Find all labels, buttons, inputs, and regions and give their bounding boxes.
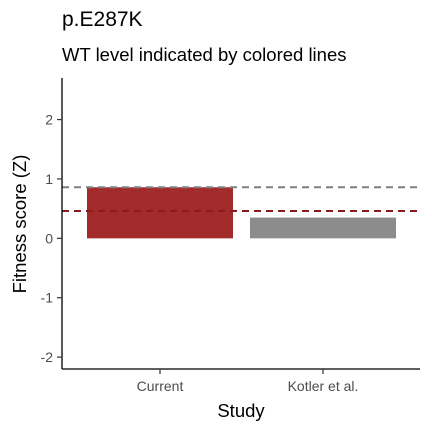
y-tick-label: 0 [45, 230, 53, 246]
chart-subtitle: WT level indicated by colored lines [62, 44, 347, 65]
bars-layer [87, 187, 396, 239]
y-tick-label: -2 [41, 349, 54, 365]
y-axis-title: Fitness score (Z) [9, 155, 30, 294]
x-tick-label: Current [137, 378, 184, 394]
x-ticks-layer: Current Kotler et al. [137, 369, 359, 394]
bar-kotler-et-al [250, 217, 396, 239]
y-tick-label: 1 [45, 171, 53, 187]
axes-layer [61, 78, 420, 370]
y-tick-label: 2 [45, 112, 53, 128]
chart-title: p.E287K [62, 8, 143, 31]
x-tick-label: Kotler et al. [288, 378, 359, 394]
y-ticks-layer: -2 -1 0 1 2 [41, 112, 62, 365]
y-tick-label: -1 [41, 290, 54, 306]
bar-current [87, 187, 233, 239]
x-axis-title: Study [217, 400, 265, 421]
